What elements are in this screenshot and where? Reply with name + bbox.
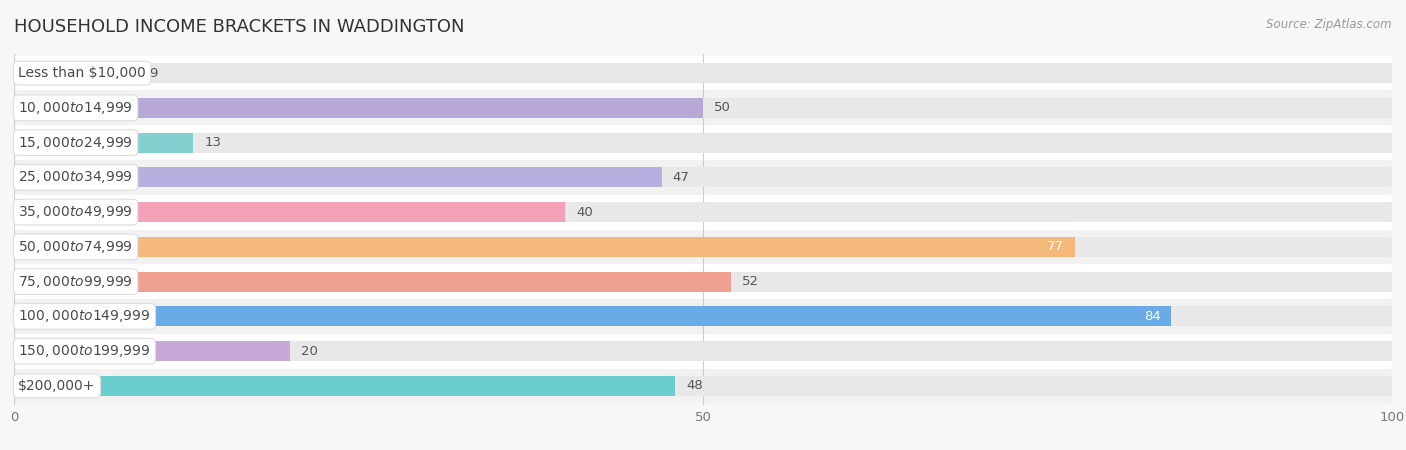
Text: $150,000 to $199,999: $150,000 to $199,999 [18,343,150,359]
Bar [14,98,1392,118]
Text: 40: 40 [576,206,593,219]
Bar [14,369,1392,403]
Bar [14,237,1392,257]
Text: 52: 52 [741,275,759,288]
Bar [14,334,1392,369]
Text: HOUSEHOLD INCOME BRACKETS IN WADDINGTON: HOUSEHOLD INCOME BRACKETS IN WADDINGTON [14,18,464,36]
Bar [14,160,1392,195]
Bar [14,341,1392,361]
Text: 9: 9 [149,67,157,80]
Text: $25,000 to $34,999: $25,000 to $34,999 [18,169,134,185]
Bar [14,306,1171,326]
Text: Less than $10,000: Less than $10,000 [18,66,146,80]
Bar [14,237,1076,257]
Bar [14,376,675,396]
Bar [14,271,731,292]
Text: Source: ZipAtlas.com: Source: ZipAtlas.com [1267,18,1392,31]
Text: $15,000 to $24,999: $15,000 to $24,999 [18,135,134,151]
Bar [14,195,1392,230]
Bar [14,376,1392,396]
Bar [14,341,290,361]
Bar [14,271,1392,292]
Bar [14,230,1392,264]
Text: 47: 47 [672,171,689,184]
Bar [14,90,1392,125]
Bar [14,167,1392,188]
Bar [14,133,193,153]
Bar [14,63,1392,83]
Text: $200,000+: $200,000+ [18,379,96,393]
Bar [14,98,703,118]
Text: 50: 50 [714,101,731,114]
Text: $75,000 to $99,999: $75,000 to $99,999 [18,274,134,290]
Bar [14,202,1392,222]
Text: $35,000 to $49,999: $35,000 to $49,999 [18,204,134,220]
Text: 77: 77 [1047,240,1064,253]
Text: 48: 48 [686,379,703,392]
Bar [14,167,662,188]
Text: $100,000 to $149,999: $100,000 to $149,999 [18,308,150,324]
Text: 20: 20 [301,345,318,358]
Bar [14,56,1392,90]
Bar [14,299,1392,334]
Bar [14,63,138,83]
Bar [14,264,1392,299]
Bar [14,306,1392,326]
Text: 84: 84 [1143,310,1160,323]
Bar [14,133,1392,153]
Text: $50,000 to $74,999: $50,000 to $74,999 [18,239,134,255]
Text: $10,000 to $14,999: $10,000 to $14,999 [18,100,134,116]
Bar [14,202,565,222]
Text: 13: 13 [204,136,221,149]
Bar [14,125,1392,160]
